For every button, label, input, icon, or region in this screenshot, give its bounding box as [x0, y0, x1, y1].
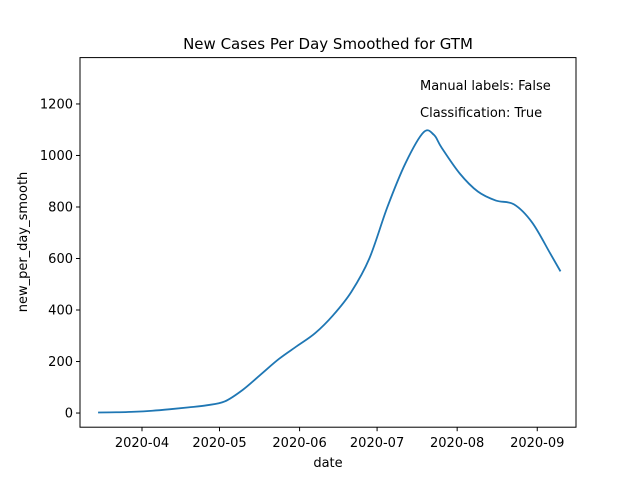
- chart-title: New Cases Per Day Smoothed for GTM: [183, 35, 473, 53]
- x-tick-label: 2020-05: [192, 436, 246, 451]
- x-axis-label: date: [313, 456, 342, 471]
- y-axis: 0 200 400 600 800 1000 1200: [40, 97, 80, 422]
- x-tick-label: 2020-06: [272, 436, 326, 451]
- plot-frame: [79, 57, 577, 428]
- y-tick-label: 0: [65, 407, 73, 422]
- y-tick-label: 800: [48, 200, 73, 215]
- x-tick-label: 2020-07: [350, 436, 404, 451]
- y-tick-label: 1000: [40, 149, 73, 164]
- y-tick-label: 200: [48, 355, 73, 370]
- x-axis: 2020-04 2020-05 2020-06 2020-07 2020-08 2020-…: [115, 427, 564, 451]
- series-line: [98, 129, 562, 414]
- x-tick-label: 2020-04: [115, 436, 169, 451]
- annotation-manual-labels: Manual labels: False: [420, 79, 551, 94]
- y-tick-label: 600: [48, 252, 73, 267]
- x-tick-label: 2020-09: [510, 436, 564, 451]
- x-tick-label: 2020-08: [430, 436, 484, 451]
- y-axis-label: new_per_day_smooth: [16, 172, 31, 313]
- y-tick-label: 1200: [40, 97, 73, 112]
- y-tick-label: 400: [48, 304, 73, 319]
- annotation-classification: Classification: True: [420, 106, 542, 121]
